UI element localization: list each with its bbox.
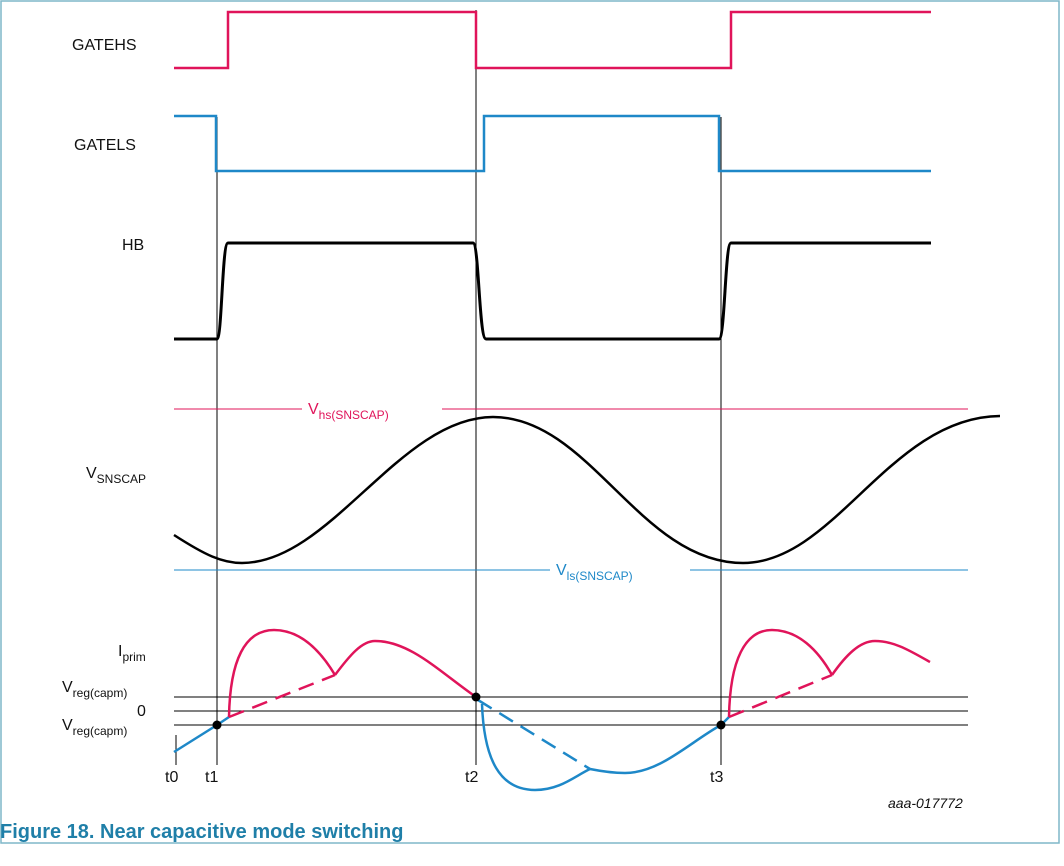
iprim-pos-dashed-2 xyxy=(728,673,833,719)
figure-reference-id: aaa-017772 xyxy=(888,795,963,811)
gatehs-label: GATEHS xyxy=(72,37,137,54)
vhs-label: Vhs(SNSCAP) xyxy=(308,401,389,422)
gatels-waveform xyxy=(174,114,931,173)
iprim-neg-segment-1 xyxy=(173,715,230,754)
iprim-neg-arc xyxy=(480,703,591,792)
iprim-pos-segment-1 xyxy=(334,639,477,699)
time-label-t2: t2 xyxy=(465,769,478,786)
vsnscap-waveform xyxy=(173,414,1001,565)
gatehs-waveform xyxy=(174,10,931,70)
time-label-t1: t1 xyxy=(205,769,218,786)
diagram-border xyxy=(0,0,1060,844)
vhs-label-bg xyxy=(302,396,442,422)
iprim-pos-dashed-1 xyxy=(228,673,336,719)
iprim-pos-segment-2 xyxy=(830,639,931,676)
vreg-pos-label: Vreg(capm) xyxy=(62,679,127,700)
vls-label-bg xyxy=(550,557,690,583)
vsnscap-label: VSNSCAP xyxy=(86,465,146,486)
iprim-neg-segment-2 xyxy=(589,716,730,775)
vls-label: Vls(SNSCAP) xyxy=(556,562,633,583)
iprim-neg-dashed xyxy=(477,698,591,771)
figure-caption: Figure 18. Near capacitive mode switchin… xyxy=(0,821,403,843)
iprim-pos-arc-2 xyxy=(727,628,834,718)
hb-label: HB xyxy=(122,237,144,254)
iprim-label: Iprim xyxy=(118,643,146,664)
zero-label: 0 xyxy=(137,703,146,720)
dot-t2 xyxy=(471,692,481,702)
time-label-t0: t0 xyxy=(165,769,178,786)
gatels-label: GATELS xyxy=(74,137,136,154)
dot-t1 xyxy=(212,720,222,730)
iprim-pos-arc-1 xyxy=(227,628,337,718)
time-label-t3: t3 xyxy=(710,769,723,786)
vreg-neg-label: Vreg(capm) xyxy=(62,717,127,738)
time-markers xyxy=(175,10,722,765)
hb-waveform xyxy=(174,241,931,341)
dot-t3 xyxy=(716,720,726,730)
